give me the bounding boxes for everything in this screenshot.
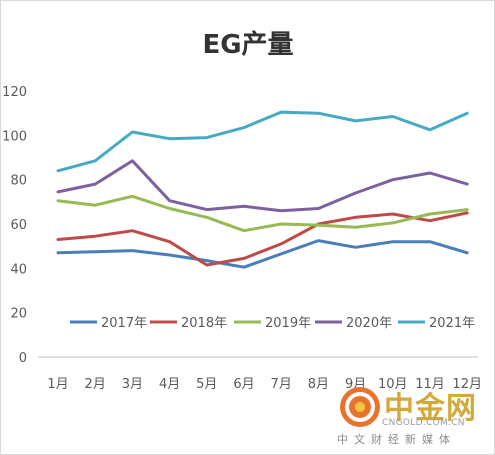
y-tick-label: 100	[2, 129, 27, 144]
x-tick-label: 12月	[452, 377, 482, 392]
chart-title: EG产量	[202, 30, 293, 60]
y-tick-label: 20	[10, 307, 27, 322]
y-axis: 0 20 40 60 80 100 120	[2, 85, 27, 366]
y-tick-label: 120	[2, 85, 27, 100]
x-tick-label: 3月	[122, 377, 143, 392]
legend-label: 2020年	[346, 316, 392, 331]
legend-label: 2021年	[429, 316, 475, 331]
series-line-2020年	[56, 159, 469, 213]
x-tick-label: 10月	[378, 377, 408, 392]
x-tick-label: 11月	[415, 377, 445, 392]
x-tick-label: 6月	[233, 377, 254, 392]
watermark-subtitle: 中文财经新媒体	[337, 433, 456, 446]
legend-label: 2019年	[265, 316, 311, 331]
legend-label: 2017年	[101, 316, 147, 331]
series-line-2018年	[56, 211, 469, 267]
x-tick-label: 7月	[271, 377, 292, 392]
watermark-domain: CNGOLD.COM.CN	[382, 418, 465, 428]
watermark-logo-icon	[340, 387, 380, 427]
legend: 2017年 2018年 2019年 2020年 2021年	[70, 316, 475, 331]
x-tick-label: 8月	[308, 377, 329, 392]
x-tick-label: 2月	[85, 377, 106, 392]
watermark-name: 中金网	[384, 391, 477, 426]
series-line-2021年	[56, 110, 469, 173]
series-line-2019年	[56, 194, 469, 233]
series-lines	[56, 110, 469, 269]
y-tick-label: 80	[10, 174, 27, 189]
x-tick-label: 4月	[159, 377, 180, 392]
y-tick-label: 0	[19, 351, 27, 366]
legend-label: 2018年	[181, 316, 227, 331]
y-tick-label: 60	[10, 218, 27, 233]
x-tick-label: 1月	[47, 377, 68, 392]
series-line-2017年	[56, 239, 469, 269]
y-tick-label: 40	[10, 262, 27, 277]
x-tick-label: 5月	[196, 377, 217, 392]
